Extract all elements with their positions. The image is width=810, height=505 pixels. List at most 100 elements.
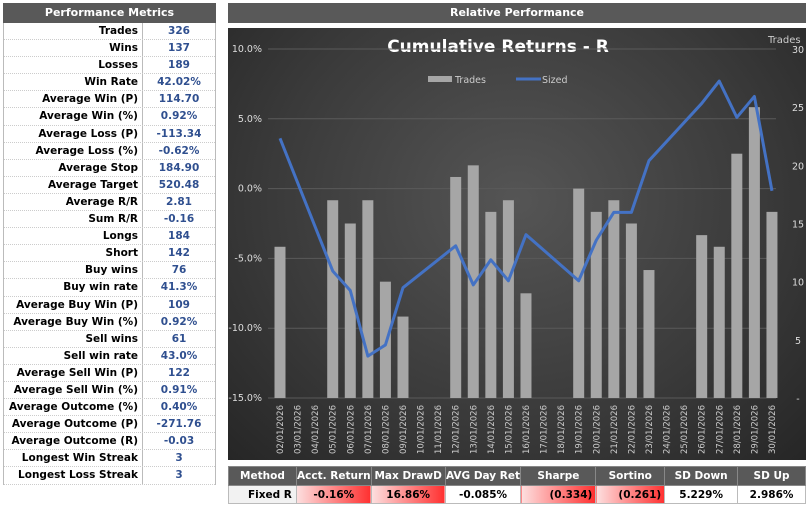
metric-value: 0.91% xyxy=(160,383,198,396)
metric-label: Sell win rate xyxy=(4,347,143,364)
x-tick-label: 19/01/2026 xyxy=(575,405,585,454)
summary-header: Sharpe xyxy=(520,466,597,486)
summary-header: Method xyxy=(228,466,297,486)
x-tick-label: 07/01/2026 xyxy=(364,405,374,454)
metric-row: Sum R/R -0.16 xyxy=(4,211,215,229)
metric-label: Average Stop xyxy=(4,159,143,176)
metric-label: Buy win rate xyxy=(4,279,143,296)
chart-svg: Cumulative Returns - R Trades Trades Siz… xyxy=(228,35,804,454)
metric-row: Losses 189 xyxy=(4,57,215,75)
metric-label: Sum R/R xyxy=(4,211,143,228)
metric-value: 142 xyxy=(168,247,190,260)
metric-value: 41.3% xyxy=(160,281,198,294)
summary-cell: Fixed R xyxy=(228,485,297,504)
metric-label: Average Outcome (R) xyxy=(4,433,143,450)
left-tick-label: -15.0% xyxy=(228,393,262,404)
metric-value: 109 xyxy=(168,298,190,311)
panel-title: Relative Performance xyxy=(228,3,806,23)
metric-label: Average Outcome (%) xyxy=(4,399,143,416)
x-tick-label: 03/01/2026 xyxy=(294,405,304,454)
metric-label: Average Win (P) xyxy=(4,91,143,108)
trades-bar xyxy=(450,176,462,398)
metric-row: Wins 137 xyxy=(4,40,215,58)
metric-value: 43.0% xyxy=(160,349,198,362)
metric-row: Average Outcome (R) -0.03 xyxy=(4,433,215,451)
metric-value: 3 xyxy=(175,452,183,465)
x-tick-label: 09/01/2026 xyxy=(399,405,409,454)
summary-header: Acct. Return xyxy=(295,466,372,486)
trades-bar xyxy=(731,153,743,398)
x-tick-label: 11/01/2026 xyxy=(434,405,444,454)
metric-value: -0.62% xyxy=(158,144,200,157)
right-tick-label: 20 xyxy=(792,161,804,172)
x-tick-label: 13/01/2026 xyxy=(469,405,479,454)
metric-label: Average Sell Win (%) xyxy=(4,381,143,399)
metric-value: 520.48 xyxy=(158,178,200,191)
metric-value: 114.70 xyxy=(158,93,200,106)
metric-row: Win Rate 42.02% xyxy=(4,74,215,92)
trades-bar xyxy=(379,281,391,398)
trades-bar xyxy=(327,200,339,398)
x-tick-label: 21/01/2026 xyxy=(610,405,620,454)
metric-value: -271.76 xyxy=(156,418,202,431)
metric-row: Average Target 520.48 xyxy=(4,176,215,194)
trades-bar xyxy=(766,211,778,398)
summary-cell: -0.16% xyxy=(295,485,372,504)
left-tick-label: 0.0% xyxy=(238,184,262,195)
x-tick-label: 12/01/2026 xyxy=(452,405,462,454)
metric-row: Sell wins 61 xyxy=(4,330,215,348)
legend-trades: Trades xyxy=(454,75,486,86)
metrics-table: Trades 326 Wins 137 Losses 189 Win Rate 42.02% A… xyxy=(3,23,216,485)
right-tick-label: 5 xyxy=(795,336,801,347)
metric-label: Wins xyxy=(4,40,143,57)
metric-row: Average Loss (%) -0.62% xyxy=(4,142,215,160)
metric-label: Sell wins xyxy=(4,330,143,347)
metric-label: Average Sell Win (P) xyxy=(4,364,143,381)
right-tick-label: 10 xyxy=(792,278,804,289)
metric-label: Win Rate xyxy=(4,74,143,91)
x-tick-label: 15/01/2026 xyxy=(504,405,514,454)
metric-row: Average Buy Win (%) 0.92% xyxy=(4,313,215,331)
trades-bar xyxy=(520,293,532,398)
metric-label: Longest Win Streak xyxy=(4,450,143,467)
right-tick-label: 25 xyxy=(792,103,804,114)
x-tick-label: 14/01/2026 xyxy=(487,405,497,454)
metric-row: Longest Loss Streak 3 xyxy=(4,467,215,485)
summary-cell: -0.085% xyxy=(444,485,522,504)
trades-bar xyxy=(485,211,497,398)
x-tick-label: 16/01/2026 xyxy=(522,405,532,454)
x-tick-label: 04/01/2026 xyxy=(311,405,321,454)
x-tick-label: 10/01/2026 xyxy=(417,405,427,454)
left-tick-label: -5.0% xyxy=(234,253,262,264)
metric-label: Average Target xyxy=(4,176,143,193)
x-tick-label: 26/01/2026 xyxy=(698,405,708,454)
metric-value: 122 xyxy=(168,366,190,379)
metric-label: Longest Loss Streak xyxy=(4,467,143,484)
metric-value: -113.34 xyxy=(156,127,202,140)
cumulative-returns-chart: Cumulative Returns - R Trades Trades Siz… xyxy=(228,28,806,460)
metric-row: Short 142 xyxy=(4,245,215,263)
summary-cell: 5.229% xyxy=(664,485,739,504)
x-tick-label: 08/01/2026 xyxy=(381,405,391,454)
trades-bar xyxy=(748,107,760,399)
metric-label: Average Loss (%) xyxy=(4,142,143,159)
trades-bar xyxy=(696,235,708,398)
metric-value: 61 xyxy=(171,332,187,345)
x-tick-label: 25/01/2026 xyxy=(680,405,690,454)
metric-row: Longest Win Streak 3 xyxy=(4,450,215,468)
metric-row: Average Outcome (%) 0.40% xyxy=(4,399,215,417)
metric-label: Average Win (%) xyxy=(4,108,143,125)
trades-bar xyxy=(397,316,409,398)
metric-value: 3 xyxy=(175,469,183,482)
summary-cell: 16.86% xyxy=(370,485,446,504)
left-tick-label: 5.0% xyxy=(238,114,262,125)
metrics-title: Performance Metrics xyxy=(3,3,216,23)
summary-header: SD Down xyxy=(664,466,739,486)
summary-cell: (0.334) xyxy=(520,485,597,504)
metric-row: Sell win rate 43.0% xyxy=(4,347,215,365)
x-tick-label: 28/01/2026 xyxy=(733,405,743,454)
metric-row: Average Buy Win (P) 109 xyxy=(4,296,215,314)
metric-value: 184.90 xyxy=(158,161,200,174)
x-tick-label: 17/01/2026 xyxy=(540,405,550,454)
right-axis-label: Trades xyxy=(767,35,801,46)
